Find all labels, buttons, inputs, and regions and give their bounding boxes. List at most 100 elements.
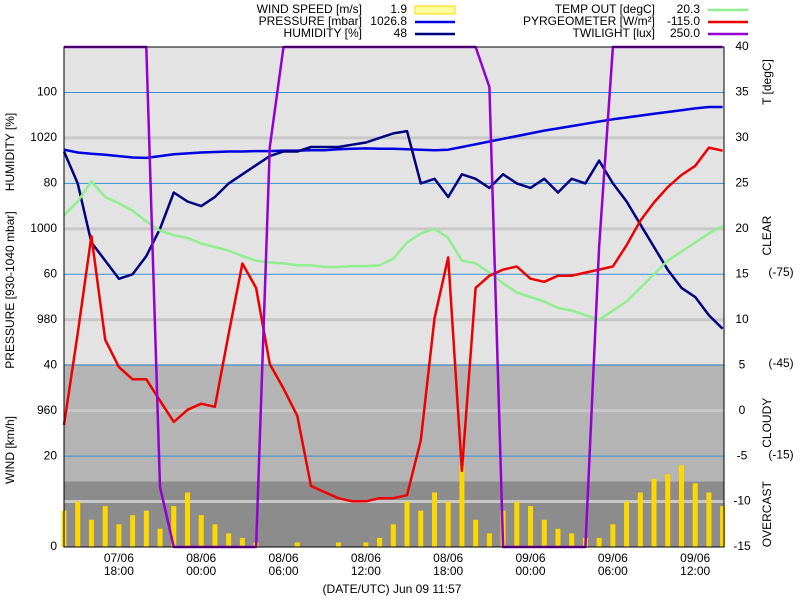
y2-tick-label: 0 — [739, 403, 746, 417]
wind-bar — [692, 483, 698, 547]
x-tick-label: 09/06 — [598, 551, 628, 565]
wind-bar — [610, 524, 616, 547]
series-line — [63, 180, 724, 321]
wind-bar — [665, 474, 671, 547]
x-tick-label: 12:00 — [351, 564, 381, 578]
series-line — [63, 105, 723, 160]
x-tick-label: 18:00 — [433, 564, 463, 578]
y2-tick-label: -5 — [737, 448, 748, 462]
y2-tick-label: 10 — [735, 312, 749, 326]
y-tick-label: 40 — [44, 357, 58, 371]
legend-label: TWILIGHT [lux] — [573, 26, 655, 40]
y3-tick-label: (-15) — [768, 448, 793, 462]
x-tick-label: 06:00 — [598, 564, 628, 578]
wind-bar — [390, 524, 396, 547]
wind-bar — [528, 506, 534, 547]
wind-bar — [706, 492, 712, 547]
band-label: OVERCAST — [760, 481, 774, 548]
band-label: CLOUDY — [760, 398, 774, 448]
legend-label: PRESSURE [mbar] — [259, 14, 362, 28]
y-tick-label: 20 — [44, 448, 58, 462]
plot-frame — [63, 46, 725, 548]
band-label: CLEAR — [760, 215, 774, 255]
legend-value: 20.3 — [677, 2, 701, 16]
series-line — [62, 129, 724, 330]
y2-tick-label: 35 — [735, 85, 749, 99]
y-tick-label: 80 — [44, 176, 58, 190]
y2-tick-label: -15 — [733, 539, 751, 553]
y-tick-label: 980 — [37, 312, 57, 326]
y3-tick-label: (-45) — [768, 356, 793, 370]
legend-value: -115.0 — [667, 14, 700, 28]
axis-title: WIND [km/h] — [3, 416, 17, 484]
wind-bar — [198, 515, 204, 547]
x-tick-label: 08/06 — [351, 551, 381, 565]
x-tick-label: 08/06 — [186, 551, 216, 565]
y2-tick-label: 15 — [735, 266, 749, 280]
y3-tick-label: (-75) — [768, 265, 793, 279]
wind-bar — [624, 501, 630, 547]
x-tick-label: 08/06 — [269, 551, 299, 565]
wind-bar — [363, 542, 369, 547]
x-tick-label: 00:00 — [186, 564, 216, 578]
legend-label: WIND SPEED [m/s] — [257, 2, 362, 16]
x-tick-label: 06:00 — [269, 564, 299, 578]
legend-swatch — [414, 5, 456, 15]
wind-bar — [212, 524, 218, 547]
wind-bar — [335, 542, 341, 547]
x-tick-label: 08/06 — [433, 551, 463, 565]
wind-bar — [569, 533, 575, 547]
wind-bar — [418, 510, 424, 547]
legend-value: 250.0 — [670, 26, 700, 40]
axis-title: T [degC] — [760, 59, 774, 105]
wind-bar — [143, 510, 149, 547]
wind-bar — [637, 492, 643, 547]
y-tick-label: 0 — [50, 539, 57, 553]
wind-bar — [473, 519, 479, 547]
wind-bar — [130, 515, 136, 547]
bands — [64, 47, 724, 547]
wind-bar — [239, 537, 245, 547]
wind-bar — [75, 501, 81, 547]
wind-bar — [651, 478, 657, 547]
wind-bar — [377, 537, 383, 547]
y-tick-label: 60 — [44, 266, 58, 280]
wind-bar — [445, 501, 451, 547]
wind-bar — [171, 506, 177, 547]
y2-tick-label: 30 — [735, 130, 749, 144]
x-tick-label: 00:00 — [516, 564, 546, 578]
x-tick-label: 09/06 — [516, 551, 546, 565]
x-axis-title: (DATE/UTC) Jun 09 11:57 — [323, 582, 462, 596]
labels: CLEARCLOUDYOVERCAST406080100960980100010… — [3, 2, 794, 578]
legend-value: 1.9 — [390, 2, 407, 16]
x-tick-label: 18:00 — [104, 564, 134, 578]
wind-bar — [102, 506, 108, 547]
wind-bar — [720, 506, 726, 547]
wind-bar — [459, 465, 465, 547]
y2-tick-label: 40 — [735, 39, 749, 53]
wind-bar — [116, 524, 122, 547]
wind-bar — [226, 533, 232, 547]
x-tick-label: 09/06 — [680, 551, 710, 565]
wind-bar — [555, 528, 561, 547]
band — [64, 364, 724, 482]
x-tick-label: 07/06 — [104, 551, 134, 565]
grid — [64, 91, 724, 504]
y-tick-label: 1020 — [30, 130, 57, 144]
legend-label: TEMP OUT [degC] — [555, 2, 655, 16]
wind-bar — [678, 465, 684, 547]
wind-bar — [514, 501, 520, 547]
wind-bar — [184, 492, 190, 547]
y2-tick-label: -10 — [733, 494, 751, 508]
wind-bar — [541, 519, 547, 547]
axis-title: HUMIDITY [%] — [3, 113, 17, 191]
wind-bar — [431, 492, 437, 547]
x-tick-label: 12:00 — [680, 564, 710, 578]
wind-bar — [486, 533, 492, 547]
wind-bar — [404, 501, 410, 547]
band — [64, 47, 724, 365]
legend-value: 48 — [394, 26, 408, 40]
legend-value: 1026.8 — [370, 14, 407, 28]
legend-label: PYRGEOMETER [W/m²] — [523, 14, 655, 28]
